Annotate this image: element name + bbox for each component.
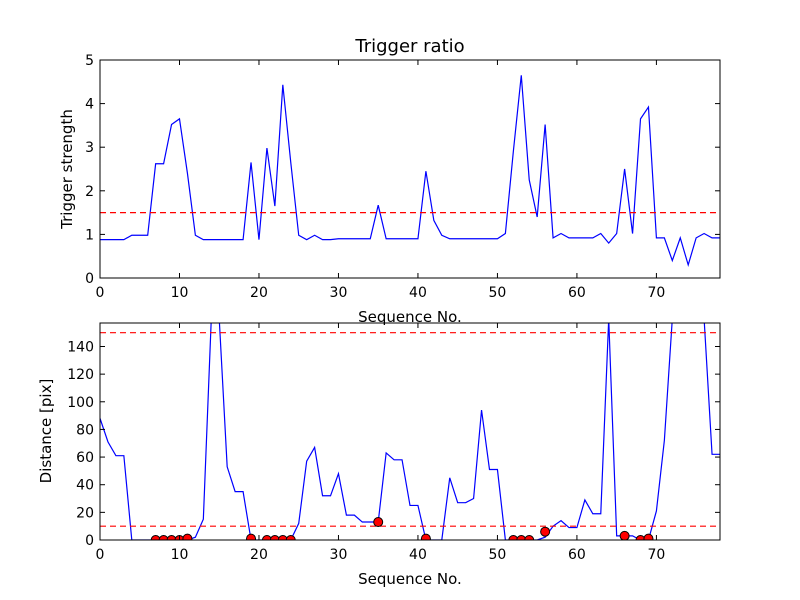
trigger-ratio-y-tick-label-3: 3 bbox=[85, 140, 94, 156]
distance-marker-4 bbox=[182, 533, 193, 540]
distance-y-tick-label-60: 60 bbox=[76, 450, 94, 466]
distance-series-line-0 bbox=[100, 323, 720, 540]
distance-marker-12 bbox=[508, 535, 519, 540]
distance-y-tick-label-80: 80 bbox=[76, 422, 94, 438]
distance-marker-9 bbox=[285, 535, 296, 540]
trigger-ratio-x-tick-label-60: 60 bbox=[568, 285, 586, 301]
trigger-ratio-x-tick-label-40: 40 bbox=[409, 285, 427, 301]
trigger-ratio-x-tick-label-20: 20 bbox=[250, 285, 268, 301]
distance-marker-7 bbox=[269, 535, 280, 540]
trigger-ratio-title: Trigger ratio bbox=[354, 36, 464, 57]
distance-x-tick-label-20: 20 bbox=[250, 547, 268, 563]
distance-chart: 0 10 20 30 40 50 60 70 0 20 40 60 80 100 120 140 Sequen… bbox=[37, 322, 721, 588]
distance-x-tick-label-40: 40 bbox=[409, 547, 427, 563]
trigger-ratio-ticks: 0 10 20 30 40 50 60 70 0 1 2 3 4 5 bbox=[85, 53, 720, 301]
distance-marker-6 bbox=[261, 535, 272, 540]
trigger-ratio-axes-frame bbox=[99, 59, 721, 279]
distance-y-tick-label-0: 0 bbox=[85, 533, 94, 549]
trigger-ratio-y-tick-label-0: 0 bbox=[85, 271, 94, 287]
trigger-ratio-x-axis-label: Sequence No. bbox=[358, 308, 462, 326]
distance-marker-2 bbox=[166, 535, 177, 540]
trigger-ratio-x-tick-label-30: 30 bbox=[330, 285, 348, 301]
distance-marker-5 bbox=[246, 533, 257, 540]
distance-y-axis-label: Distance [pix] bbox=[37, 379, 55, 484]
distance-y-tick-label-100: 100 bbox=[67, 395, 94, 411]
distance-y-tick-label-20: 20 bbox=[76, 505, 94, 521]
trigger-ratio-y-tick-label-4: 4 bbox=[85, 97, 94, 113]
distance-marker-18 bbox=[643, 533, 654, 540]
trigger-ratio-plot-area bbox=[100, 75, 720, 268]
distance-x-tick-label-10: 10 bbox=[171, 547, 189, 563]
trigger-ratio-x-tick-label-0: 0 bbox=[96, 285, 105, 301]
trigger-ratio-x-tick-label-10: 10 bbox=[171, 285, 189, 301]
distance-marker-17 bbox=[635, 535, 646, 540]
distance-x-tick-label-70: 70 bbox=[647, 547, 665, 563]
distance-x-axis-label: Sequence No. bbox=[358, 570, 462, 588]
trigger-ratio-series-line-0 bbox=[100, 75, 720, 268]
trigger-ratio-chart: 0 10 20 30 40 50 60 70 0 1 2 3 4 5 Trigger ratio Sequ… bbox=[58, 36, 721, 326]
distance-x-tick-label-60: 60 bbox=[568, 547, 586, 563]
distance-marker-10 bbox=[373, 517, 384, 528]
distance-ticks: 0 10 20 30 40 50 60 70 0 20 40 60 80 100 120 140 bbox=[67, 323, 720, 563]
distance-axes-frame bbox=[99, 322, 721, 541]
distance-marker-13 bbox=[516, 535, 527, 540]
distance-marker-14 bbox=[524, 535, 535, 540]
distance-x-tick-label-30: 30 bbox=[330, 547, 348, 563]
distance-x-tick-label-0: 0 bbox=[96, 547, 105, 563]
trigger-ratio-y-tick-label-5: 5 bbox=[85, 53, 94, 69]
distance-marker-1 bbox=[158, 535, 169, 540]
distance-x-tick-label-50: 50 bbox=[489, 547, 507, 563]
trigger-ratio-y-tick-label-1: 1 bbox=[85, 227, 94, 243]
distance-marker-16 bbox=[619, 530, 630, 540]
trigger-ratio-y-axis-label: Trigger strength bbox=[58, 109, 76, 230]
distance-marker-8 bbox=[277, 535, 288, 540]
trigger-ratio-x-tick-label-50: 50 bbox=[489, 285, 507, 301]
distance-y-tick-label-120: 120 bbox=[67, 367, 94, 383]
distance-marker-0 bbox=[150, 535, 161, 540]
trigger-ratio-y-tick-label-2: 2 bbox=[85, 184, 94, 200]
trigger-ratio-x-tick-label-70: 70 bbox=[647, 285, 665, 301]
distance-y-tick-label-140: 140 bbox=[67, 339, 94, 355]
distance-marker-15 bbox=[540, 526, 551, 537]
distance-y-tick-label-40: 40 bbox=[76, 478, 94, 494]
distance-marker-11 bbox=[420, 533, 431, 540]
